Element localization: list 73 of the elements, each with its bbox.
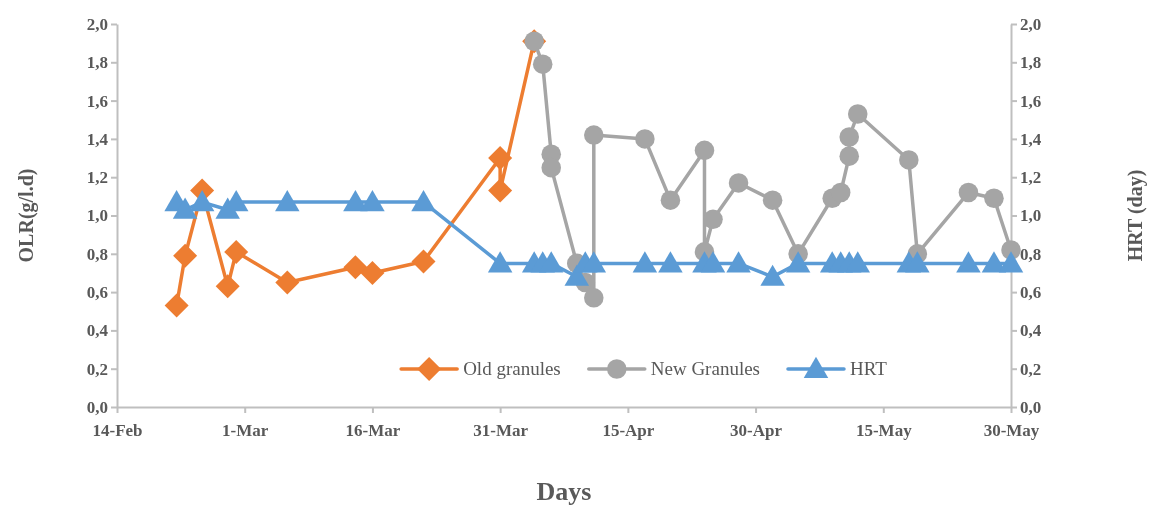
legend-label: Old granules <box>463 358 561 379</box>
point <box>958 182 979 203</box>
x-axis-title: Days <box>536 477 592 506</box>
point <box>660 190 681 210</box>
y2-tick-label: 1,2 <box>1020 168 1042 188</box>
point <box>411 189 436 212</box>
point <box>703 209 723 230</box>
y-tick-label: 1,4 <box>86 129 109 149</box>
point <box>728 173 749 193</box>
y-tick-label: 1,0 <box>86 206 108 226</box>
y-tick-label: 1,2 <box>86 168 108 188</box>
y-tick-label: 0,8 <box>86 244 108 264</box>
y-tick-label: 0,2 <box>86 359 108 379</box>
x-tick-label: 15-May <box>855 421 913 441</box>
point <box>538 251 564 273</box>
y-tick-label: 0,4 <box>86 321 109 341</box>
y2-tick-label: 0,6 <box>1020 283 1042 303</box>
point <box>635 129 655 149</box>
y2-tick-label: 2,0 <box>1020 14 1042 34</box>
y2-tick-label: 1,6 <box>1020 91 1042 111</box>
point <box>532 54 553 74</box>
point <box>584 288 604 308</box>
point <box>488 178 513 203</box>
y-tick-label: 2,0 <box>86 14 108 34</box>
point <box>845 251 870 273</box>
point <box>694 140 715 161</box>
legend-label: HRT <box>849 358 888 379</box>
y2-tick-label: 1,0 <box>1020 206 1042 226</box>
point <box>905 251 930 273</box>
point <box>360 189 385 212</box>
point <box>762 190 783 210</box>
y2-tick-label: 0,0 <box>1020 397 1042 417</box>
point <box>700 251 726 273</box>
y2-tick-label: 0,4 <box>1020 321 1042 341</box>
point <box>343 255 368 280</box>
point <box>830 182 851 203</box>
y2-tick-label: 1,8 <box>1020 53 1042 73</box>
point <box>658 251 683 273</box>
x-tick-label: 14-Feb <box>92 421 143 441</box>
point <box>411 249 436 274</box>
point <box>584 125 604 145</box>
point <box>785 251 811 273</box>
legend-label: New Granules <box>650 358 760 379</box>
point <box>581 251 607 273</box>
x-tick-label: 1-Mar <box>222 421 269 441</box>
y2-axis-title: HRT (day) <box>1124 169 1147 262</box>
y2-tick-label: 0,2 <box>1020 359 1042 379</box>
y-tick-label: 1,8 <box>86 53 108 73</box>
point <box>487 251 513 273</box>
x-tick-label: 30-Apr <box>730 421 783 441</box>
x-tick-label: 15-Apr <box>602 421 655 441</box>
y-tick-label: 0,6 <box>86 283 108 303</box>
y2-tick-label: 1,4 <box>1020 129 1042 149</box>
x-tick-label: 31-Mar <box>473 421 529 441</box>
point <box>726 251 751 273</box>
y-axis-title: OLR(g/l.d) <box>15 168 38 263</box>
point <box>839 127 859 147</box>
x-tick-label: 16-Mar <box>345 421 401 441</box>
point <box>488 146 513 171</box>
point <box>360 260 385 285</box>
point <box>839 146 859 166</box>
point <box>632 251 658 273</box>
y-tick-label: 1,6 <box>86 91 108 111</box>
y2-tick-label: 0,8 <box>1020 244 1042 264</box>
point <box>847 104 868 124</box>
point <box>899 150 919 170</box>
y-tick-label: 0,0 <box>86 397 108 417</box>
point <box>275 189 300 212</box>
point <box>760 264 785 286</box>
point <box>984 188 1004 209</box>
point <box>275 270 300 295</box>
point <box>956 251 981 273</box>
x-tick-label: 30-May <box>983 421 1040 441</box>
